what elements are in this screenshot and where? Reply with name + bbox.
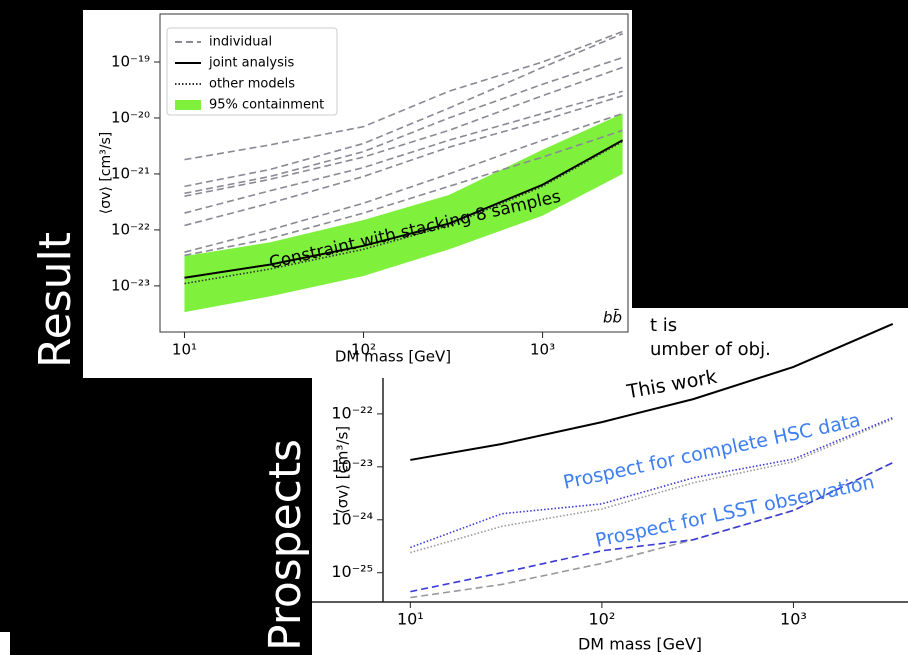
- legend-label: individual: [209, 35, 272, 50]
- line: [184, 139, 624, 279]
- line: [410, 416, 894, 549]
- line: [410, 323, 894, 461]
- fragment: t is: [650, 315, 677, 336]
- plot-frame: [159, 13, 629, 333]
- legend-box: [166, 27, 338, 116]
- section-label: Result: [30, 232, 81, 368]
- y-tick-label: 10⁻²²: [331, 403, 373, 422]
- y-tick-label: 10⁻²⁵: [331, 562, 373, 581]
- y-axis-label: ⟨σv⟩ [cm³/s]: [98, 132, 114, 214]
- section-label: Prospects: [260, 439, 311, 651]
- y-tick-label: 10⁻²¹: [111, 164, 150, 182]
- line: [184, 32, 623, 188]
- annotation: bb̄: [603, 308, 622, 327]
- legend-swatch: [175, 100, 201, 110]
- y-tick-label: 10⁻²⁴: [331, 509, 373, 528]
- x-axis-label: DM mass [GeV]: [335, 348, 451, 366]
- line: [184, 66, 623, 197]
- line: [184, 56, 623, 195]
- legend-label: 95% containment: [209, 98, 324, 113]
- x-axis-label: DM mass [GeV]: [578, 635, 702, 654]
- y-tick-label: 10⁻¹⁹: [111, 52, 150, 70]
- line: [184, 90, 623, 214]
- x-tick-label: 10¹: [397, 610, 424, 629]
- x-tick-label: 10²: [351, 341, 376, 359]
- line: [184, 94, 623, 227]
- corner: [0, 632, 10, 655]
- legend-label: joint analysis: [208, 56, 295, 71]
- line: [184, 129, 623, 257]
- line: [410, 461, 894, 593]
- line: [184, 30, 623, 161]
- y-axis-label: ⟨σv⟩ [cm³/s]: [334, 426, 352, 514]
- y-tick-label: 10⁻²³: [331, 456, 373, 475]
- fragment: umber of obj.: [650, 339, 771, 360]
- result-chart: 10¹ 10² 10³ 10⁻²³ 10⁻²² 10⁻²¹ 10⁻²⁰ 10⁻¹⁹ DM mas…: [83, 10, 632, 378]
- x-tick-label: 10³: [780, 610, 807, 629]
- containment-band: [184, 113, 623, 313]
- y-tick-label: 10⁻²⁰: [111, 108, 150, 126]
- x-tick-label: 10³: [530, 341, 555, 359]
- y-tick-label: 10⁻²²: [111, 220, 150, 238]
- line: [184, 112, 623, 253]
- x-tick-label: 10²: [588, 610, 615, 629]
- x-tick-label: 10¹: [172, 341, 197, 359]
- y-tick-label: 10⁻²³: [111, 276, 150, 294]
- legend-label: other models: [209, 77, 295, 92]
